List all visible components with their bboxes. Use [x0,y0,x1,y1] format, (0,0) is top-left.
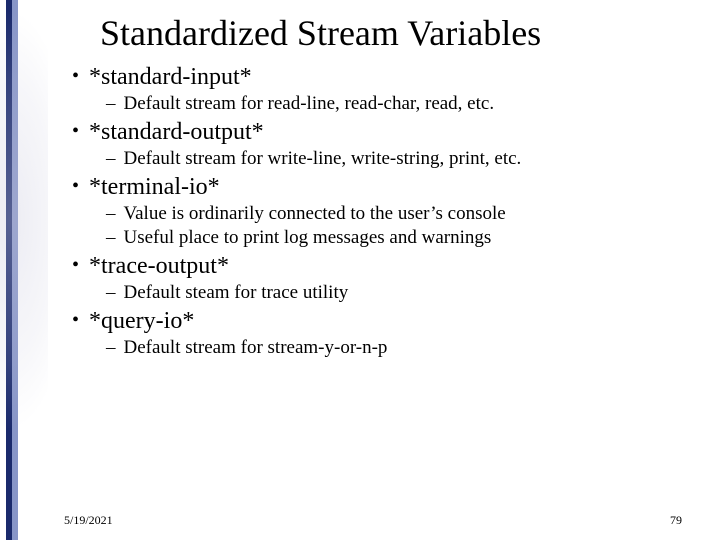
bullet-label: *terminal-io* [89,174,220,201]
sub-bullet-label: Default stream for write-line, write-str… [124,148,522,170]
sub-bullet-label: Default stream for stream-y-or-n-p [124,337,388,359]
bullet-label: *query-io* [89,308,194,335]
sub-bullet-item: – Default stream for write-line, write-s… [106,148,710,170]
bullet-dot-icon: • [72,121,79,141]
slide-sidebar [0,0,48,540]
footer-date: 5/19/2021 [64,513,113,528]
bullet-dot-icon: • [72,176,79,196]
bullet-item: • *terminal-io* [72,174,710,201]
footer-page-number: 79 [670,513,682,528]
bullet-item: • *query-io* [72,308,710,335]
bullet-label: *trace-output* [89,253,229,280]
bullet-label: *standard-output* [89,119,264,146]
sub-bullet-item: – Default stream for read-line, read-cha… [106,93,710,115]
dash-icon: – [106,93,116,115]
sub-bullet-label: Default steam for trace utility [124,282,349,304]
sub-bullet-label: Value is ordinarily connected to the use… [124,203,506,225]
dash-icon: – [106,203,116,225]
dash-icon: – [106,148,116,170]
bullet-dot-icon: • [72,66,79,86]
sub-bullet-item: – Default steam for trace utility [106,282,710,304]
bullet-item: • *standard-input* [72,64,710,91]
sub-bullet-label: Useful place to print log messages and w… [124,227,492,249]
bullet-dot-icon: • [72,310,79,330]
sub-bullet-label: Default stream for read-line, read-char,… [124,93,495,115]
dash-icon: – [106,227,116,249]
bullet-label: *standard-input* [89,64,252,91]
slide-footer: 5/19/2021 79 [60,513,700,528]
sub-bullet-item: – Value is ordinarily connected to the u… [106,203,710,225]
sub-bullet-item: – Default stream for stream-y-or-n-p [106,337,710,359]
dash-icon: – [106,337,116,359]
bullet-item: • *standard-output* [72,119,710,146]
bullet-item: • *trace-output* [72,253,710,280]
slide-title: Standardized Stream Variables [100,12,710,54]
bullet-dot-icon: • [72,255,79,275]
sub-bullet-item: – Useful place to print log messages and… [106,227,710,249]
slide-content: Standardized Stream Variables • *standar… [60,0,710,540]
dash-icon: – [106,282,116,304]
